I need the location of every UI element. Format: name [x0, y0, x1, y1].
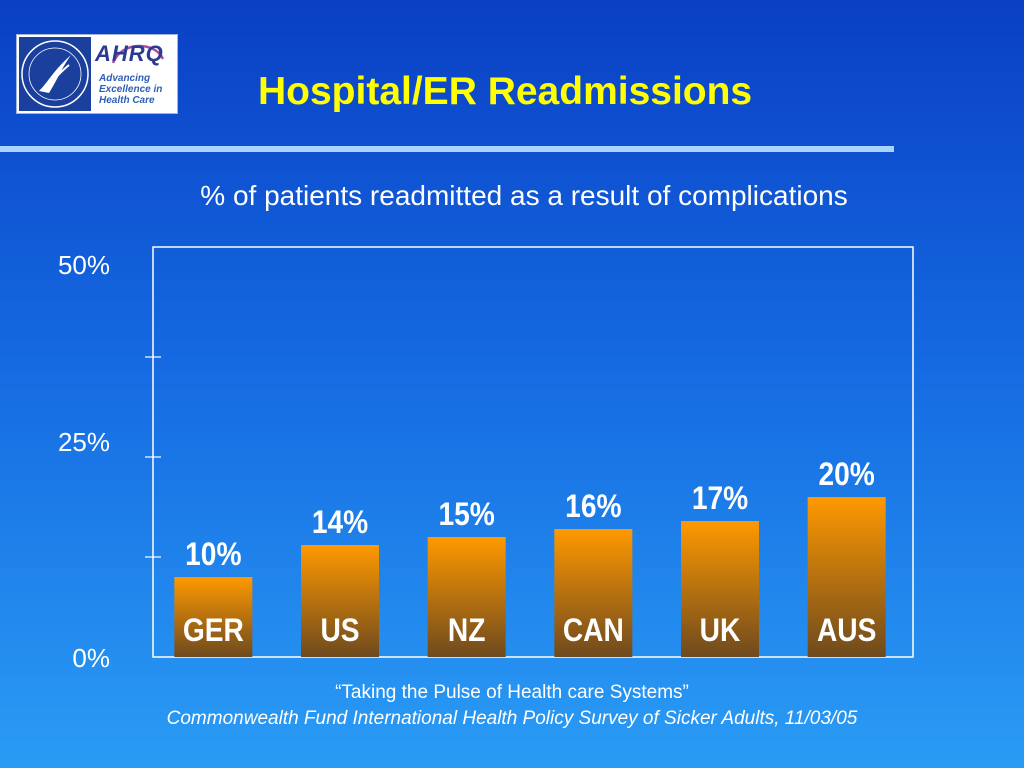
logo-box: AHRQ Advancing Excellence in Health Care: [16, 34, 178, 114]
category-label-can: CAN: [563, 613, 624, 648]
ahrq-arc-icon: [111, 44, 165, 64]
source-title: “Taking the Pulse of Health care Systems…: [335, 682, 689, 703]
category-label-uk: UK: [700, 613, 741, 648]
value-label-can: 16%: [565, 489, 621, 524]
slide-title: Hospital/ER Readmissions: [258, 70, 753, 113]
category-label-us: US: [320, 613, 359, 648]
bar-aus: [807, 497, 886, 657]
chart-title: % of patients readmitted as a result of …: [200, 180, 848, 211]
bar-ger: [174, 577, 253, 657]
bar-us: [301, 545, 379, 657]
value-label-aus: 20%: [819, 457, 875, 492]
bar-nz: [427, 537, 506, 657]
bar-uk: [681, 521, 759, 657]
y-tick-label: 0%: [72, 643, 110, 673]
source-detail: Commonwealth Fund International Health P…: [166, 708, 858, 729]
value-label-ger: 10%: [185, 537, 241, 572]
category-label-nz: NZ: [448, 613, 486, 648]
value-label-uk: 17%: [692, 481, 748, 516]
y-tick-label: 50%: [57, 250, 110, 280]
y-tick-label: 25%: [57, 427, 110, 457]
hhs-seal-icon: [19, 37, 91, 111]
category-label-aus: AUS: [817, 613, 876, 648]
title-divider: [0, 146, 894, 152]
value-label-us: 14%: [312, 505, 368, 540]
ahrq-tagline: Advancing Excellence in Health Care: [99, 73, 163, 106]
category-label-ger: GER: [183, 613, 244, 648]
value-label-nz: 15%: [438, 497, 494, 532]
ahrq-wordmark: AHRQ: [95, 41, 164, 66]
plot-frame: [152, 246, 914, 658]
ahrq-logo: AHRQ Advancing Excellence in Health Care: [93, 39, 175, 109]
bar-can: [554, 529, 633, 657]
